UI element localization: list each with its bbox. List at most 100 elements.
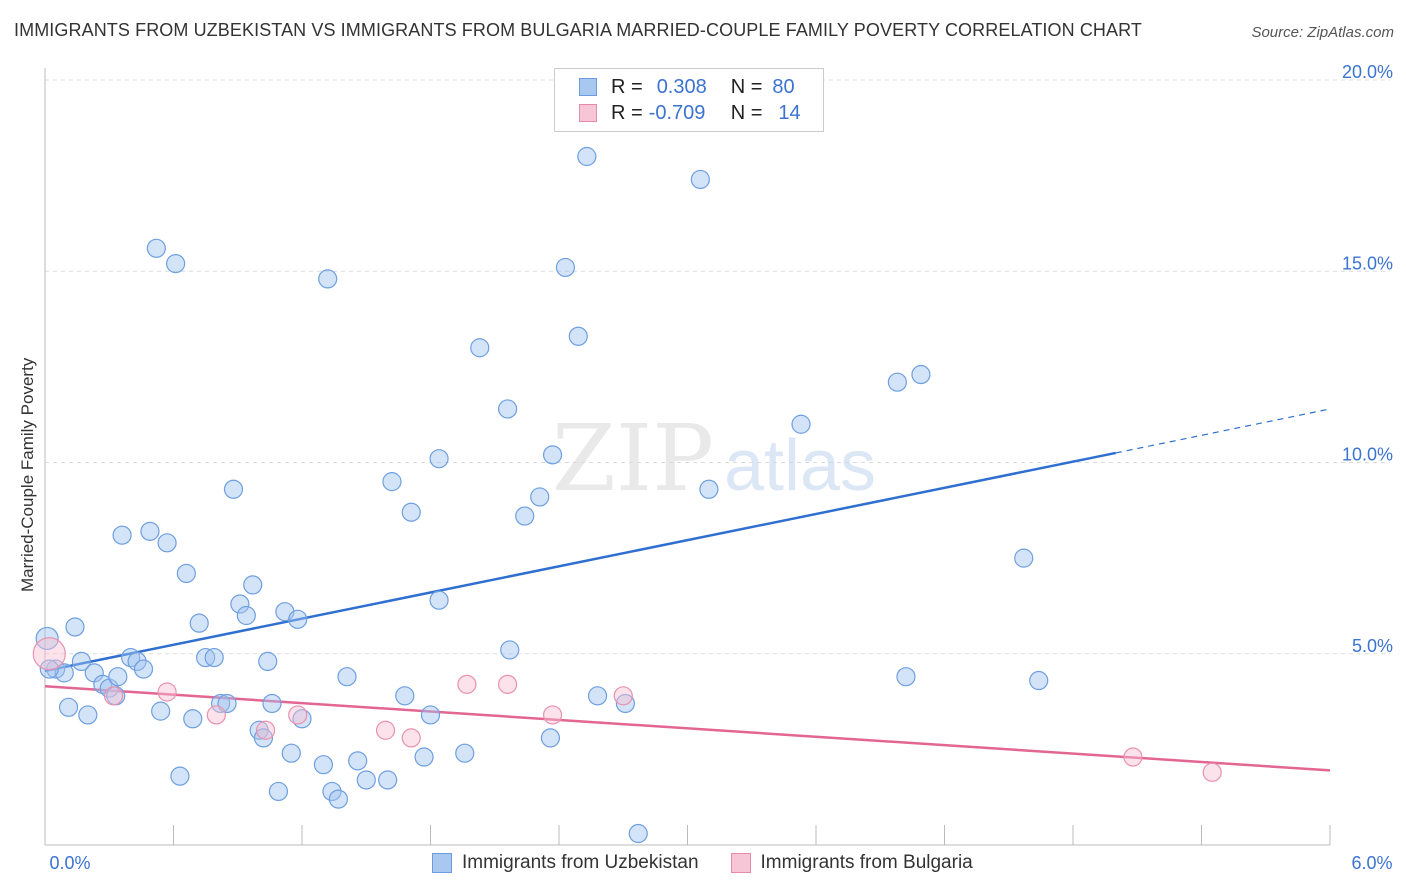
point-uzbekistan bbox=[1014, 548, 1034, 568]
point-uzbekistan bbox=[133, 659, 154, 679]
point-uzbekistan bbox=[328, 789, 349, 809]
legend-row-uzbekistan: R = 0.308 N = 80 bbox=[579, 74, 795, 100]
trendline-uzbekistan-extension bbox=[1115, 408, 1331, 454]
point-bulgaria bbox=[1123, 747, 1143, 767]
point-uzbekistan bbox=[628, 823, 648, 844]
point-uzbekistan bbox=[211, 693, 231, 714]
point-uzbekistan bbox=[470, 338, 490, 358]
correlation-legend: R = 0.308 N = 80 R = -0.709 N = 14 bbox=[554, 68, 824, 132]
legend-swatch-bulgaria bbox=[579, 104, 597, 122]
point-uzbekistan bbox=[151, 701, 171, 721]
point-uzbekistan bbox=[690, 169, 710, 190]
point-uzbekistan bbox=[429, 590, 449, 610]
y-tick-label: 20.0% bbox=[1342, 62, 1393, 82]
point-uzbekistan bbox=[58, 697, 79, 717]
point-uzbekistan bbox=[337, 667, 357, 687]
point-uzbekistan bbox=[699, 479, 719, 499]
y-tick-label: 15.0% bbox=[1342, 253, 1393, 273]
watermark: ZIP atlas bbox=[552, 405, 876, 512]
point-uzbekistan bbox=[146, 238, 166, 258]
point-uzbekistan bbox=[348, 751, 368, 771]
point-uzbekistan bbox=[262, 693, 282, 714]
point-uzbekistan bbox=[127, 651, 147, 672]
point-uzbekistan bbox=[568, 326, 588, 346]
legend-r-label: R = bbox=[611, 75, 643, 98]
point-bulgaria bbox=[288, 705, 308, 725]
legend-n-value: 14 bbox=[778, 101, 801, 124]
point-bulgaria bbox=[498, 674, 518, 694]
point-uzbekistan bbox=[911, 364, 931, 385]
series-legend: Immigrants from Uzbekistan Immigrants fr… bbox=[432, 852, 1005, 874]
series-swatch-uzbekistan bbox=[432, 853, 452, 873]
legend-n-label: N = bbox=[730, 75, 763, 98]
series-swatch-bulgaria bbox=[730, 853, 751, 873]
point-uzbekistan bbox=[587, 686, 608, 706]
point-uzbekistan bbox=[356, 770, 376, 790]
point-uzbekistan bbox=[455, 743, 475, 763]
source-label: Source: ZipAtlas.com bbox=[1251, 24, 1394, 41]
point-uzbekistan bbox=[288, 609, 308, 629]
point-uzbekistan bbox=[253, 728, 274, 748]
y-tick-label: 5.0% bbox=[1352, 636, 1393, 656]
point-bulgaria bbox=[375, 720, 396, 740]
point-uzbekistan bbox=[54, 663, 74, 683]
point-uzbekistan bbox=[166, 254, 186, 274]
point-uzbekistan bbox=[78, 705, 98, 725]
point-uzbekistan bbox=[204, 647, 224, 668]
point-uzbekistan bbox=[258, 651, 278, 672]
point-uzbekistan bbox=[577, 146, 597, 167]
point-bulgaria bbox=[457, 674, 477, 694]
point-uzbekistan bbox=[382, 472, 402, 492]
point-uzbekistan bbox=[318, 269, 338, 289]
point-uzbekistan bbox=[313, 755, 334, 775]
point-bulgaria bbox=[206, 705, 226, 725]
point-uzbekistan bbox=[401, 502, 421, 522]
series-legend-bulgaria[interactable]: Immigrants from Bulgaria bbox=[730, 852, 973, 874]
point-uzbekistan bbox=[230, 594, 250, 614]
point-uzbekistan bbox=[530, 487, 550, 507]
point-uzbekistan bbox=[540, 728, 561, 748]
trendline-uzbekistan bbox=[44, 451, 1117, 673]
point-bulgaria bbox=[401, 728, 421, 748]
point-uzbekistan bbox=[791, 414, 811, 434]
y-tick-label: 10.0% bbox=[1342, 445, 1393, 465]
point-uzbekistan bbox=[39, 659, 59, 679]
tick-labels: 5.0% 10.0% 15.0% 20.0% 0.0% 6.0% bbox=[49, 62, 1393, 873]
point-uzbekistan bbox=[555, 257, 576, 278]
point-uzbekistan bbox=[515, 506, 535, 526]
axes bbox=[44, 68, 1331, 846]
legend-n-label: N = bbox=[730, 101, 763, 124]
y-axis-label: Married-Couple Family Poverty bbox=[18, 357, 37, 592]
point-uzbekistan bbox=[183, 709, 203, 729]
point-uzbekistan bbox=[140, 521, 160, 541]
point-uzbekistan bbox=[236, 605, 256, 626]
trendlines bbox=[44, 408, 1331, 772]
point-uzbekistan bbox=[71, 651, 92, 672]
x-tick-label-min: 0.0% bbox=[49, 853, 90, 873]
point-uzbekistan bbox=[420, 705, 441, 725]
point-uzbekistan bbox=[887, 372, 907, 392]
legend-r-value: 0.308 bbox=[656, 75, 707, 98]
point-uzbekistan bbox=[542, 445, 563, 465]
point-uzbekistan bbox=[176, 563, 196, 584]
y-axis-label-wrap: Married-Couple Family Poverty bbox=[18, 358, 38, 612]
point-uzbekistan bbox=[189, 613, 209, 633]
point-bulgaria bbox=[32, 637, 66, 671]
legend-row-bulgaria: R = -0.709 N = 14 bbox=[579, 100, 801, 126]
point-uzbekistan bbox=[1029, 670, 1049, 691]
chart-title: IMMIGRANTS FROM UZBEKISTAN VS IMMIGRANTS… bbox=[14, 20, 1143, 40]
point-bulgaria bbox=[103, 686, 124, 706]
point-bulgaria bbox=[255, 720, 276, 740]
point-uzbekistan bbox=[500, 640, 520, 660]
legend-r-value: -0.709 bbox=[648, 101, 706, 124]
point-bulgaria bbox=[1202, 762, 1222, 782]
point-uzbekistan bbox=[268, 781, 289, 802]
watermark-zip: ZIP bbox=[552, 405, 714, 512]
point-bulgaria bbox=[157, 682, 177, 702]
point-uzbekistan bbox=[281, 743, 301, 763]
watermark-atlas: atlas bbox=[724, 426, 876, 506]
x-tick-label-max: 6.0% bbox=[1351, 853, 1392, 873]
series-legend-uzbekistan[interactable]: Immigrants from Uzbekistan bbox=[432, 852, 699, 874]
point-uzbekistan bbox=[243, 575, 263, 595]
